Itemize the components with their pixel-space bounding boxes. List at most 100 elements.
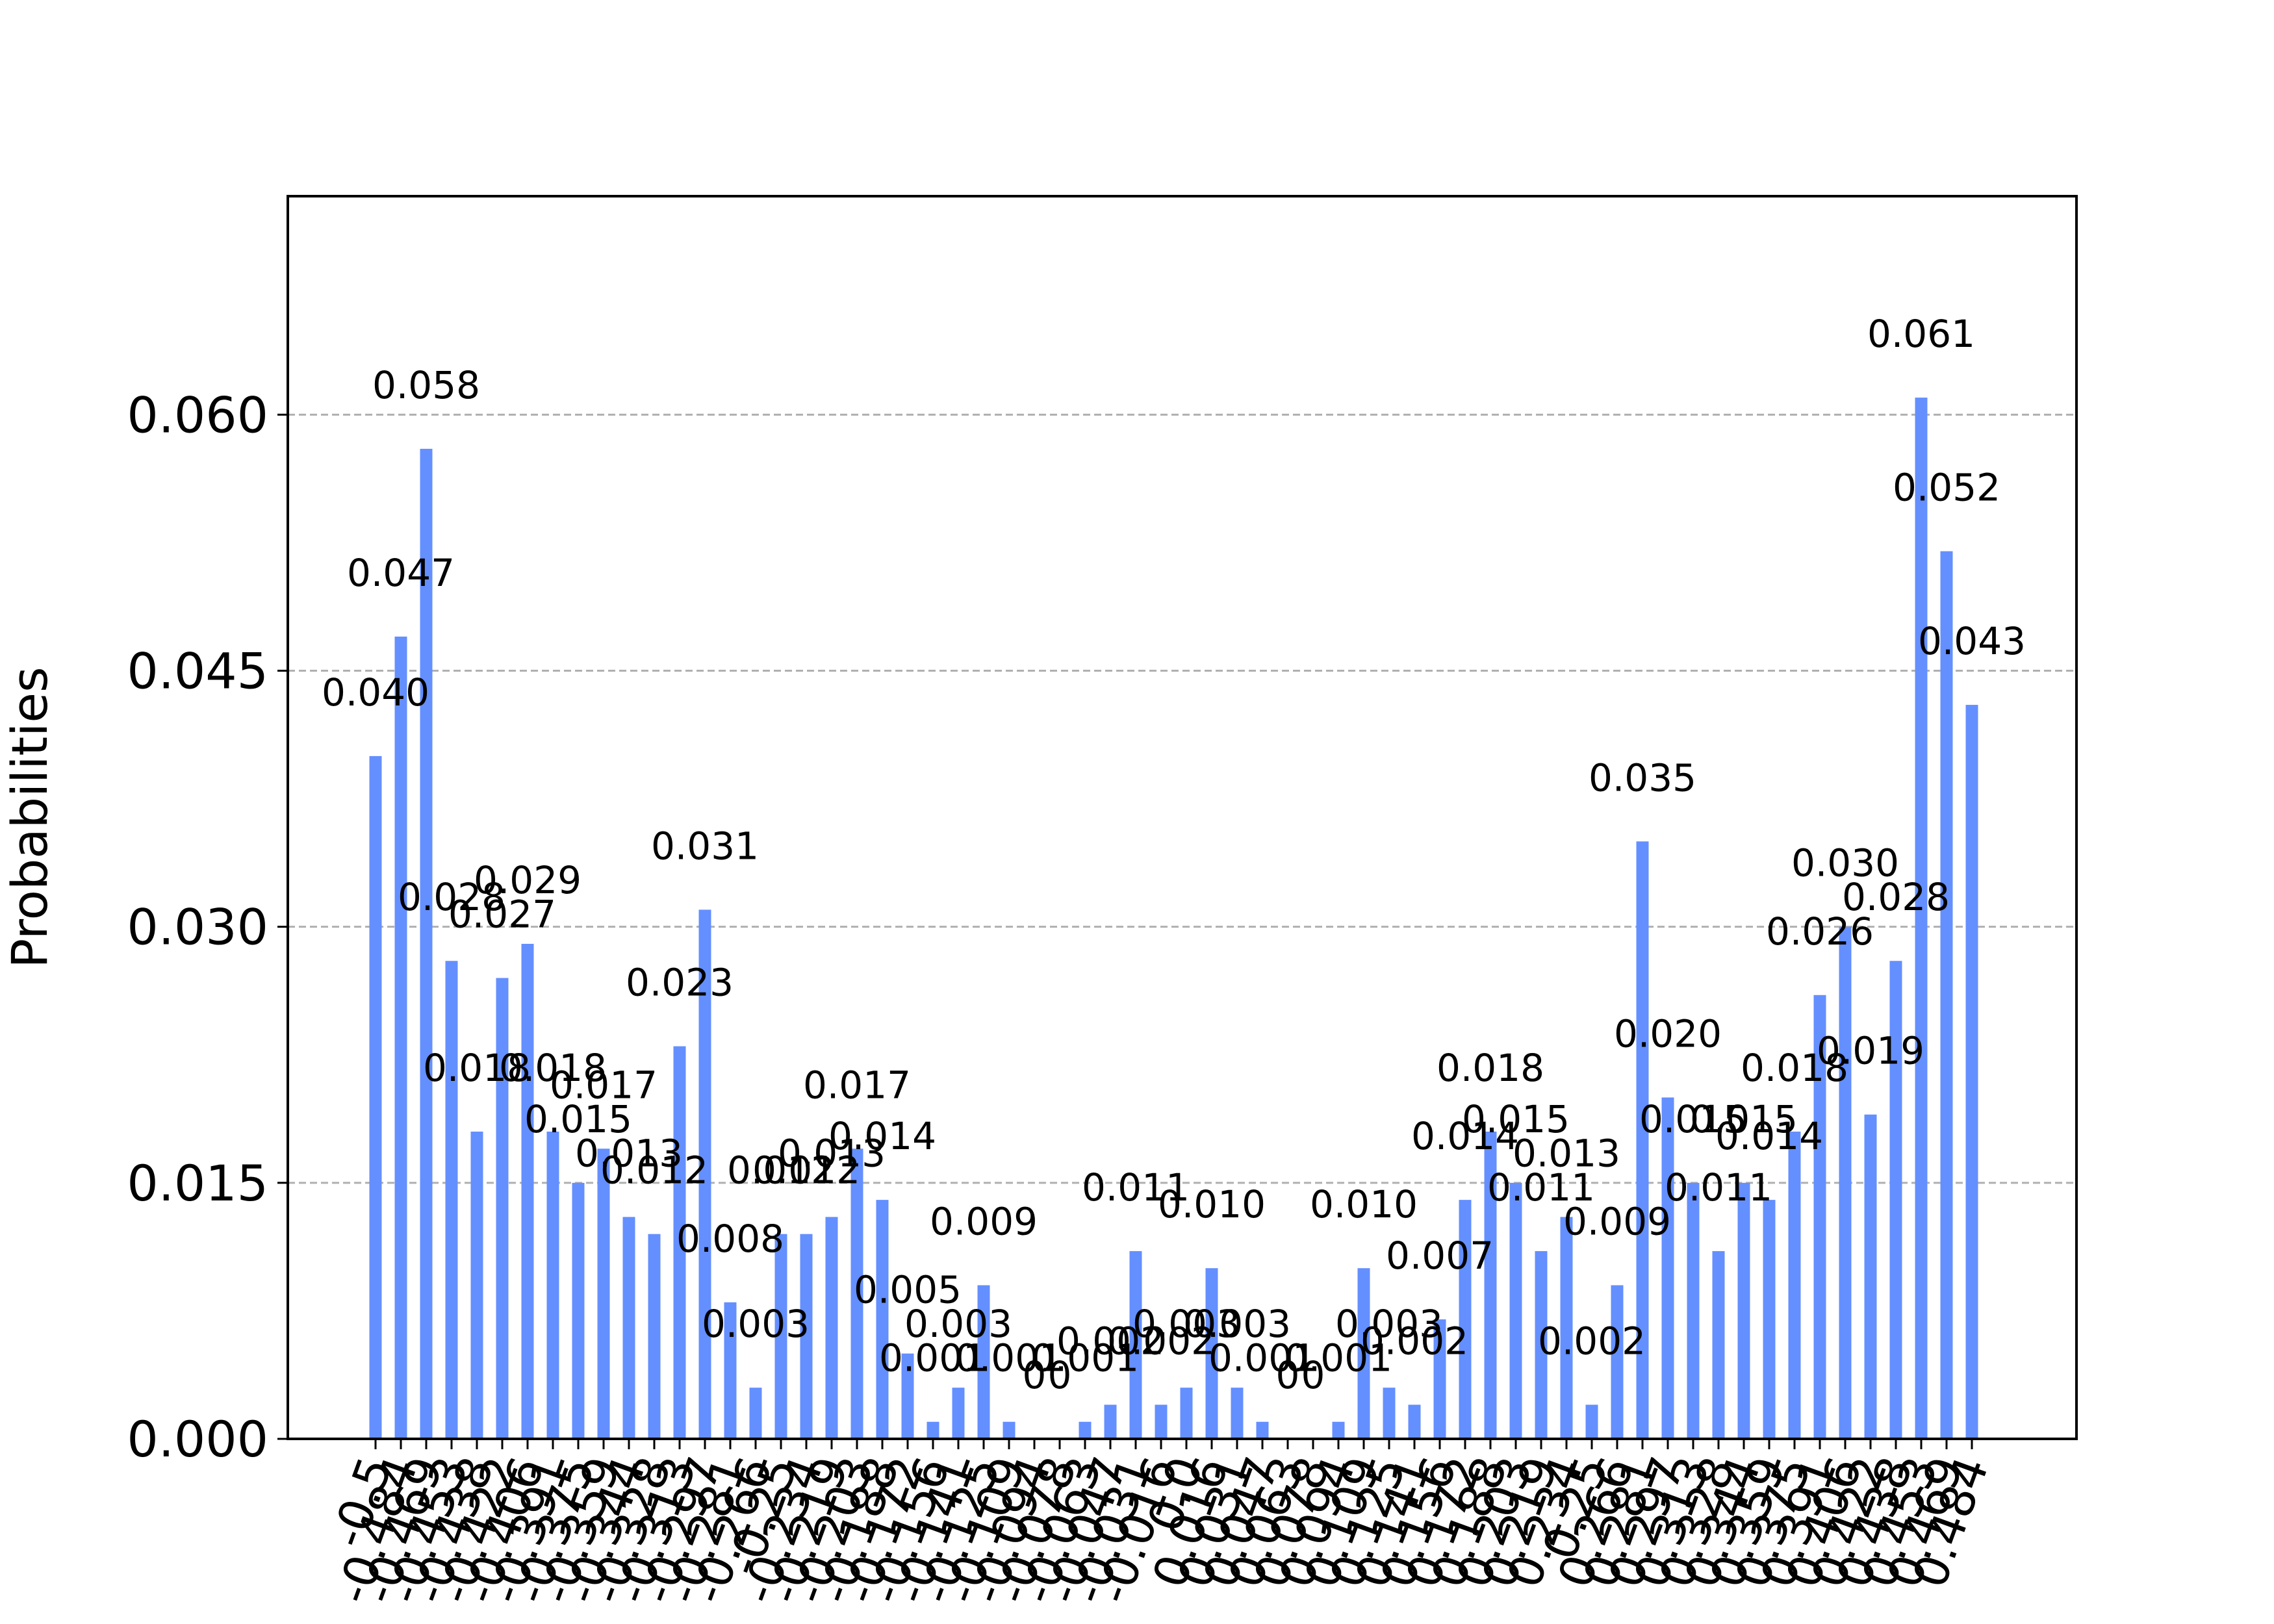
bar-value-label: 0.017 [550, 1063, 658, 1107]
bar [1763, 1200, 1776, 1439]
bar-value-label: 0.003 [1183, 1302, 1291, 1346]
bar [1864, 1114, 1877, 1439]
bar [1611, 1285, 1624, 1439]
bar-value-label: 0.002 [1538, 1319, 1646, 1363]
bar-value-label: 0.018 [1741, 1046, 1848, 1090]
bar-value-label: 0.001 [1284, 1336, 1392, 1380]
y-tick-label: 0.000 [127, 1410, 268, 1468]
bar [1965, 705, 1978, 1439]
bar [1940, 551, 1953, 1439]
bar-value-label: 0.018 [423, 1046, 531, 1090]
bar [1104, 1404, 1117, 1439]
bar-value-label: 0.026 [1766, 909, 1874, 954]
bar [1155, 1404, 1168, 1439]
bar [1484, 1132, 1497, 1439]
bar [496, 978, 509, 1439]
bar [1433, 1319, 1446, 1439]
bar [1839, 926, 1852, 1439]
bar [1813, 995, 1826, 1439]
bar-value-label: 0.027 [448, 893, 556, 937]
bar [1560, 1217, 1573, 1439]
bar [546, 1132, 559, 1439]
bar-value-label: 0.015 [1690, 1097, 1798, 1141]
bar [1788, 1132, 1801, 1439]
bar [1129, 1250, 1142, 1439]
bar-value-label: 0.001 [1031, 1336, 1139, 1380]
bar-value-label: 0.003 [702, 1302, 810, 1346]
bar-value-label: 0.009 [930, 1200, 1038, 1244]
bar-value-label: 0 [1048, 1353, 1072, 1397]
x-axis: -0.5-0.484-0.469-0.453-0.438-0.422-0.406… [320, 1439, 1999, 1610]
bar [850, 1148, 863, 1439]
bar-value-label: 0.028 [1842, 875, 1950, 919]
bar [774, 1234, 787, 1439]
bar-value-label: 0.058 [372, 363, 480, 407]
bar [926, 1421, 939, 1439]
bar-value-label: 0.008 [676, 1217, 784, 1261]
bar-value-label: 0.052 [1893, 466, 2000, 510]
bar-value-label: 0.018 [499, 1046, 607, 1090]
bar [394, 636, 407, 1440]
bar-value-label: 0.009 [1563, 1200, 1671, 1244]
bar-value-label: 0.011 [1665, 1165, 1772, 1210]
bar [1231, 1388, 1244, 1439]
y-tick-label: 0.045 [127, 642, 268, 700]
bar-value-label: 0.010 [1158, 1182, 1266, 1226]
bar-value-label: 0.015 [1462, 1097, 1570, 1141]
bar [648, 1234, 661, 1439]
bar-value-label: 0.015 [1639, 1097, 1747, 1141]
bar-value-label: 0.001 [955, 1336, 1063, 1380]
bar-value-label: 0.047 [347, 551, 455, 595]
bar-value-label: 0 [1276, 1353, 1300, 1397]
bar [1408, 1404, 1421, 1439]
bar [1205, 1268, 1218, 1439]
bar-value-label: 0 [1023, 1353, 1047, 1397]
bar [1383, 1388, 1396, 1439]
bar-value-label: 0.018 [1437, 1046, 1544, 1090]
bar [1712, 1250, 1725, 1439]
bar-value-label: 0.013 [575, 1131, 683, 1175]
bar [673, 1046, 686, 1439]
bar [901, 1353, 914, 1439]
y-tick-label: 0.060 [127, 386, 268, 444]
bar [1357, 1268, 1370, 1439]
bar-value-label: 0.040 [322, 670, 429, 715]
bar [1687, 1182, 1700, 1439]
bar [1889, 961, 1902, 1439]
y-axis: 0.000 0.015 0.030 0.045 0.060 [127, 386, 288, 1468]
bar [749, 1388, 762, 1439]
bar-value-label: 0.011 [1487, 1165, 1595, 1210]
bar-value-label: 0.003 [904, 1302, 1012, 1346]
bar [698, 909, 711, 1439]
bar-value-label: 0.043 [1918, 619, 2026, 663]
bar-value-label: 0.020 [1614, 1011, 1722, 1056]
bar-value-label: 0.003 [1132, 1302, 1240, 1346]
bar [622, 1217, 635, 1439]
bar [1737, 1182, 1750, 1439]
bar [420, 448, 433, 1439]
bar [1180, 1388, 1193, 1439]
bar-value-label: 0.002 [1107, 1319, 1215, 1363]
bar-value-label: 0.017 [803, 1063, 911, 1107]
bar-value-label: 0.014 [1715, 1114, 1823, 1158]
bar [876, 1200, 889, 1439]
bar [724, 1302, 737, 1439]
bar-value-label: 0.023 [626, 961, 734, 1005]
bar-value-label: 0.013 [778, 1131, 886, 1175]
bar-value-label: 0.001 [1208, 1336, 1316, 1380]
bar [1509, 1182, 1522, 1439]
bar [1585, 1404, 1598, 1439]
bar [1256, 1421, 1269, 1439]
bar [597, 1148, 610, 1439]
bar [445, 961, 458, 1439]
bar-value-label: 0.030 [1791, 841, 1899, 885]
bar [1535, 1250, 1548, 1439]
bar [952, 1388, 965, 1439]
bar-value-label: 0.029 [474, 858, 581, 902]
bar [369, 755, 382, 1439]
bar [521, 943, 534, 1439]
bar-value-label: 0.028 [398, 875, 505, 919]
bar [1079, 1421, 1092, 1439]
